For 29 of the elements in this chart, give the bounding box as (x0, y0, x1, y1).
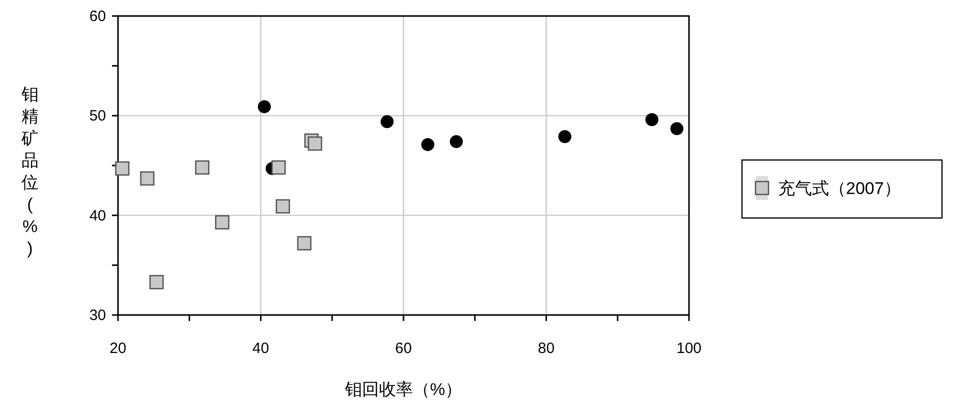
point (450, 135, 463, 148)
x-tick-label: 20 (110, 340, 126, 357)
point (308, 136, 322, 151)
legend: 充气式（2007） (741, 159, 943, 219)
y-tick-label: 60 (89, 8, 106, 25)
point (645, 113, 658, 126)
point (258, 100, 271, 114)
x-tick-label: 80 (538, 340, 555, 357)
y-tick-label: 30 (89, 307, 106, 324)
point (140, 171, 154, 186)
x-axis-title: 钼回收率（%） (344, 380, 462, 399)
y-tick-label: 50 (89, 108, 106, 125)
point (421, 138, 434, 152)
x-tick-label: 40 (252, 340, 270, 357)
y-tick-label: 40 (89, 207, 106, 224)
point (215, 215, 230, 230)
x-tick-label: 60 (395, 340, 412, 357)
point (149, 274, 164, 290)
point (271, 160, 286, 175)
point (297, 236, 312, 250)
legend-label: 充气式（2007） (778, 179, 901, 198)
point (115, 161, 130, 176)
point (276, 199, 290, 214)
point (380, 115, 394, 128)
x-tick-label: 100 (676, 340, 702, 357)
point (195, 160, 210, 175)
y-axis-title: 钼精矿品位(%) (20, 85, 38, 258)
point (670, 122, 684, 136)
point (558, 130, 572, 144)
